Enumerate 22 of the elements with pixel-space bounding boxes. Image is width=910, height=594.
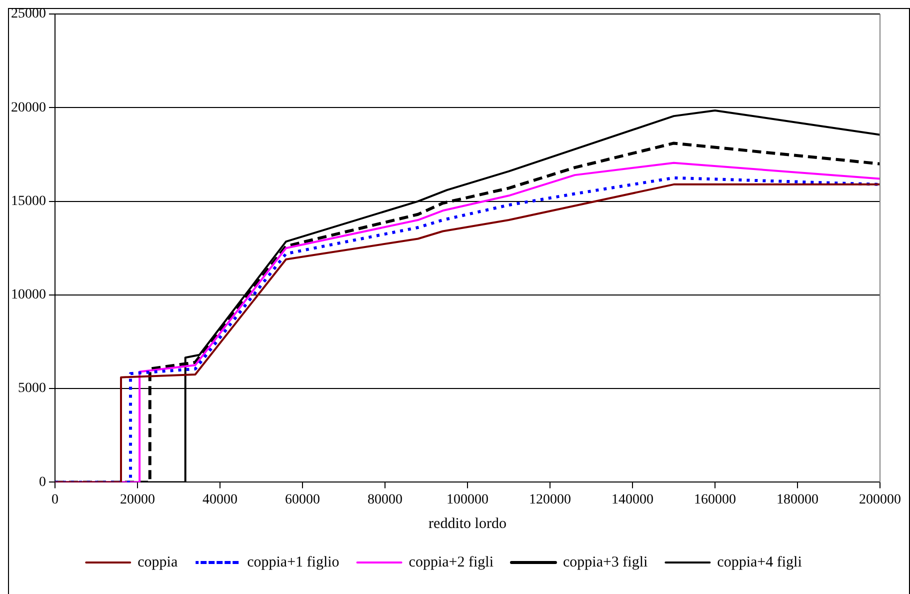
x-tick-label: 40000 [202,492,238,508]
x-axis-title: reddito lordo [428,516,506,532]
legend-label: coppia+3 figli [562,554,648,570]
y-tick-label: 15000 [11,194,46,209]
legend-label: coppia+4 figli [717,554,802,570]
y-tick-label: 5000 [18,381,46,396]
legend-label: coppia+2 figli [408,554,494,570]
x-tick-label: 200000 [859,492,901,508]
x-tick-label: 160000 [694,492,736,508]
y-tick-label: 20000 [11,100,46,116]
x-tick-label: 0 [52,492,58,508]
legend-label: coppia+1 figlio [247,554,340,570]
x-tick-label: 180000 [776,492,818,508]
x-tick-label: 20000 [120,492,155,508]
y-tick-label: 0 [39,474,46,490]
x-tick-label: 140000 [612,492,654,508]
y-tick-label: 10000 [11,288,46,303]
x-tick-label: 120000 [529,492,571,508]
legend-label: coppia [138,554,178,570]
x-tick-label: 80000 [368,492,402,508]
x-tick-label: 100000 [446,492,488,508]
x-tick-label: 60000 [285,492,320,508]
